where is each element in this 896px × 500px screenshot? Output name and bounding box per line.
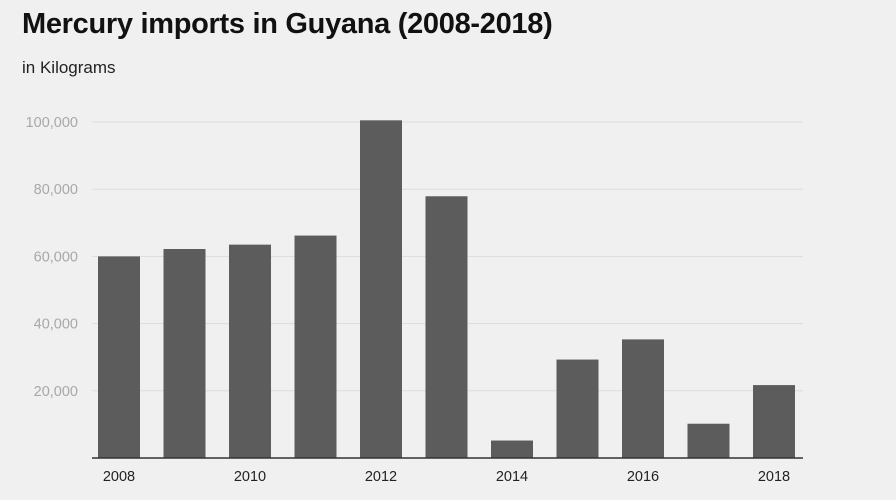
y-axis-tick-labels: 20,000 40,000 60,000 80,000 100,000 (26, 115, 78, 400)
chart-title: Mercury imports in Guyana (2008-2018) (22, 8, 553, 40)
bar-2016 (622, 339, 664, 458)
x-tick-label: 2010 (234, 469, 266, 485)
x-tick-label: 2016 (627, 469, 659, 485)
x-tick-label: 2008 (103, 469, 135, 485)
bar-2013 (425, 196, 468, 459)
bar-2012 (360, 120, 402, 458)
bar-2015 (556, 359, 599, 458)
bar-2009 (163, 249, 206, 458)
bar-2014 (491, 440, 533, 458)
y-tick-label: 40,000 (34, 317, 78, 333)
x-tick-label: 2012 (365, 469, 397, 485)
bar-2010 (229, 244, 271, 458)
x-tick-label: 2014 (496, 469, 528, 485)
bars (98, 120, 795, 459)
y-tick-label: 80,000 (34, 182, 78, 198)
x-axis-tick-labels: 2008 2010 2012 2014 2016 2018 (103, 469, 790, 485)
bar-2008 (98, 256, 140, 458)
y-tick-label: 100,000 (26, 115, 78, 131)
y-tick-label: 20,000 (34, 384, 78, 400)
chart-subtitle: in Kilograms (22, 58, 116, 77)
bar-2017 (687, 423, 730, 458)
bar-2018 (753, 385, 795, 458)
x-tick-label: 2018 (758, 469, 790, 485)
y-tick-label: 60,000 (34, 249, 78, 265)
bar-2011 (294, 235, 337, 458)
